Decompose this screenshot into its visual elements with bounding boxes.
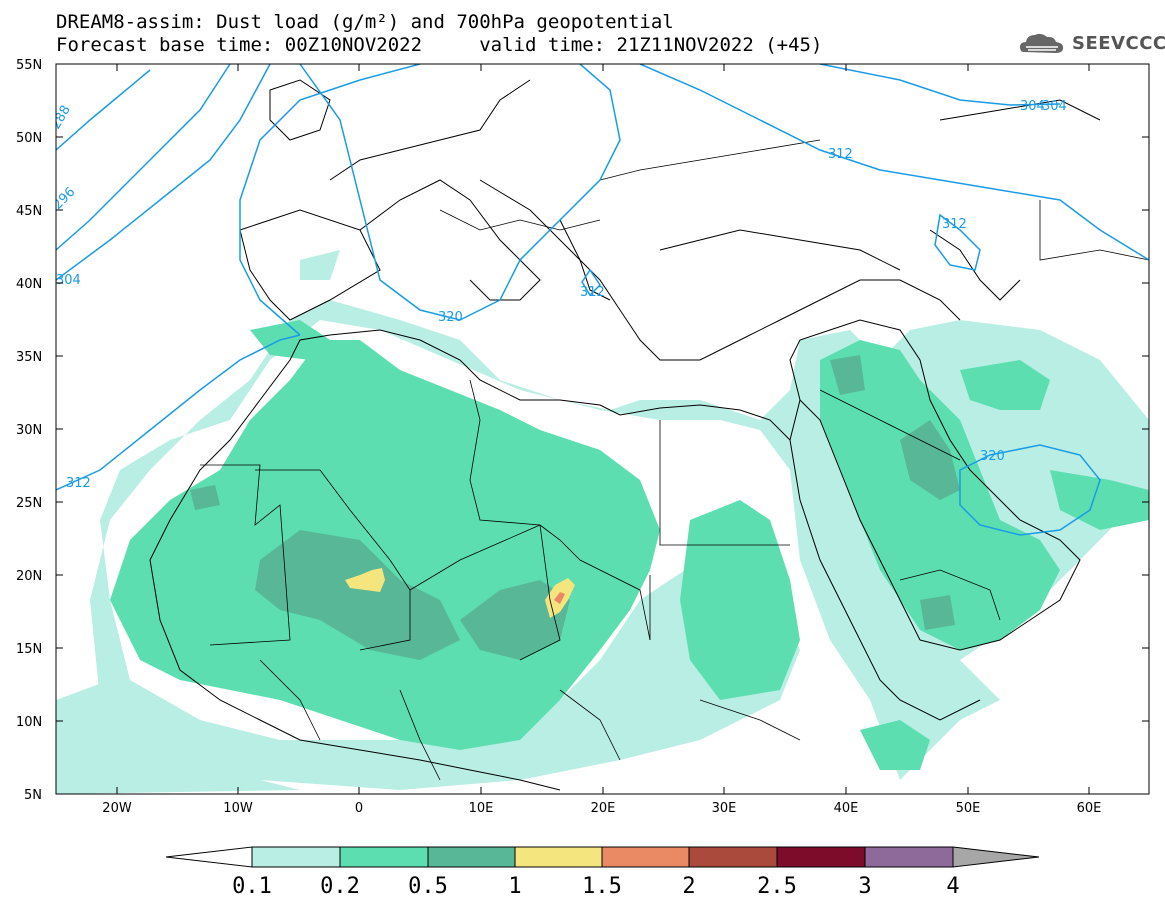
lat-label: 40N [16, 277, 42, 292]
colorbar-swatch [339, 846, 429, 868]
lat-label: 25N [16, 496, 42, 511]
colorbar-swatch [514, 846, 603, 868]
chart-subtitle: Forecast base time: 00Z10NOV2022 valid t… [56, 34, 823, 56]
colorbar-tick-label: 3 [858, 874, 871, 899]
lat-label: 20N [16, 569, 42, 584]
lat-label: 35N [16, 350, 42, 365]
dust-dark-region [190, 355, 960, 660]
colorbar-swatch [688, 846, 778, 868]
lon-label: 20W [102, 801, 132, 816]
contour-label: 320 [438, 310, 463, 325]
colorbar-tick-label: 0.2 [320, 874, 360, 899]
colorbar-swatch [427, 846, 516, 868]
contour-label: 312 [580, 285, 605, 300]
contour-label: 312 [828, 147, 853, 162]
chart-title: DREAM8-assim: Dust load (g/m²) and 700hP… [56, 11, 674, 33]
lon-label: 20E [591, 801, 616, 816]
colorbar: 0.1 0.2 0.5 1 1.5 2 2.5 3 4 [165, 846, 1040, 899]
colorbar-tick-label: 2 [682, 874, 695, 899]
colorbar-tick-label: 0.5 [408, 874, 448, 899]
lat-label: 10N [16, 715, 42, 730]
colorbar-swatch [601, 846, 690, 868]
contour-label: 312 [66, 476, 91, 491]
logo-text: SEEVCCC [1072, 33, 1165, 54]
cloud-icon [1020, 33, 1064, 53]
coastlines [149, 79, 1101, 791]
lon-labels: 20W 10W 0 10E 20E 30E 40E 50E 60E [102, 801, 1101, 816]
colorbar-tick-label: 0.1 [232, 874, 272, 899]
lat-label: 50N [16, 131, 42, 146]
lat-label: 5N [24, 788, 42, 803]
contour-label: 304 [56, 273, 81, 288]
lat-label: 55N [16, 58, 42, 73]
axis-ticks [56, 63, 1149, 795]
map-area: 288 296 304 312 320 312 304 304 312 312 … [56, 64, 1149, 794]
lat-labels: 55N 50N 45N 40N 35N 30N 25N 20N 15N 10N … [16, 58, 42, 803]
colorbar-tick-label: 2.5 [757, 874, 797, 899]
colorbar-swatch [864, 846, 954, 868]
lon-label: 50E [956, 801, 981, 816]
dust-high-region [345, 568, 385, 592]
lon-label: 60E [1077, 801, 1102, 816]
lat-label: 45N [16, 204, 42, 219]
colorbar-tick-label: 4 [946, 874, 959, 899]
contour-label: 312 [942, 217, 967, 232]
colorbar-swatch [251, 846, 341, 868]
lat-label: 15N [16, 642, 42, 657]
contour-label-group: 288 296 304 312 320 312 304 304 312 312 … [56, 99, 1067, 491]
colorbar-swatch [776, 846, 866, 868]
country-borders [200, 139, 1149, 781]
lon-label: 10W [223, 801, 253, 816]
lat-label: 30N [16, 423, 42, 438]
contour-label: 304 [1020, 99, 1045, 114]
lon-label: 10E [469, 801, 494, 816]
colorbar-tick-label: 1.5 [582, 874, 622, 899]
geopotential-contours [56, 64, 1149, 536]
colorbar-right-arrow [952, 846, 1040, 868]
dust-peak-region [554, 592, 565, 604]
contour-label: 320 [980, 449, 1005, 464]
lon-label: 40E [834, 801, 859, 816]
lon-label: 30E [712, 801, 737, 816]
contour-label: 304 [1042, 99, 1067, 114]
colorbar-tick-label: 1 [508, 874, 521, 899]
colorbar-left-arrow [165, 846, 253, 868]
lon-label: 0 [355, 801, 363, 816]
